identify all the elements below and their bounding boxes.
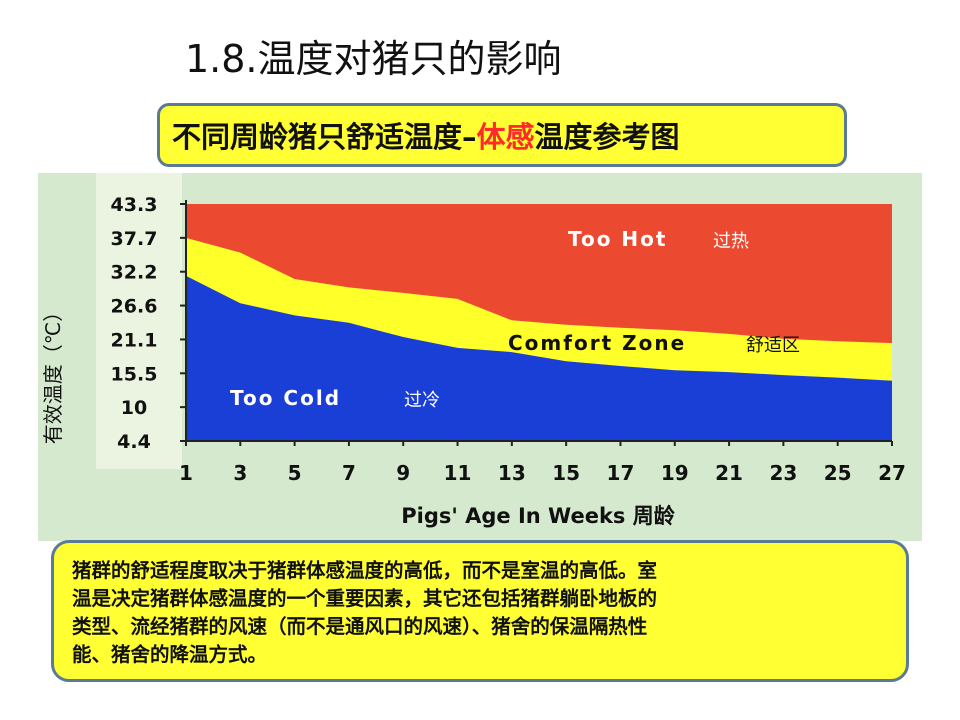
x-tick-label: 9	[396, 461, 410, 485]
chart-subtitle-box: 不同周龄猪只舒适温度–体感温度参考图	[157, 103, 847, 167]
y-tick-label: 43.3	[111, 194, 158, 216]
y-axis-strip	[96, 173, 182, 469]
x-tick-label: 3	[233, 461, 247, 485]
x-tick-label: 17	[607, 461, 635, 485]
x-tick-label: 19	[661, 461, 689, 485]
zone-label-en: Comfort Zone	[508, 331, 686, 355]
zone-label-zh: 过热	[713, 231, 749, 252]
zone-label-en: Too Hot	[568, 227, 667, 251]
x-tick-label: 5	[288, 461, 302, 485]
y-tick-label: 4.4	[117, 431, 151, 453]
area-too-cold	[186, 275, 892, 441]
chart-subtitle: 不同周龄猪只舒适温度–体感温度参考图	[172, 114, 680, 156]
note-line: 能、猪舍的降温方式。	[72, 643, 268, 666]
subtitle-part1: 不同周龄猪只舒适温度–	[172, 120, 477, 154]
zone-label-zh: 过冷	[404, 390, 440, 411]
note-line: 温是决定猪群体感温度的一个重要因素，其它还包括猪群躺卧地板的	[72, 587, 658, 610]
y-tick-label: 21.1	[111, 329, 158, 351]
x-tick-label: 15	[552, 461, 580, 485]
x-tick-label: 25	[824, 461, 852, 485]
note-line: 猪群的舒适程度取决于猪群体感温度的高低，而不是室温的高低。室	[72, 559, 658, 582]
y-tick-label: 32.2	[111, 262, 158, 284]
x-tick-label: 11	[444, 461, 472, 485]
subtitle-accent: 体感	[476, 120, 535, 154]
x-axis-label: Pigs' Age In Weeks 周龄	[401, 504, 675, 528]
subtitle-part2: 温度参考图	[534, 120, 680, 154]
x-tick-label: 21	[715, 461, 743, 485]
note-line: 类型、流经猪群的风速（而不是通风口的风速）、猪舍的保温隔热性	[72, 615, 648, 638]
chart-panel: 43.3 37.7 32.2 26.6 21.1 15.5 10 4.4 1 3 5 7 9 11 13 15…	[38, 173, 922, 541]
explanation-note: 猪群的舒适程度取决于猪群体感温度的高低，而不是室温的高低。室 温是决定猪群体感温…	[51, 540, 909, 682]
y-tick-label: 26.6	[111, 296, 158, 318]
slide-title: 1.8.温度对猪只的影响	[185, 37, 562, 81]
y-tick-label: 10	[121, 397, 147, 419]
x-tick-label: 7	[342, 461, 356, 485]
y-axis-label: 有效温度（℃）	[41, 302, 65, 444]
x-tick-label: 27	[878, 461, 906, 485]
zone-label-zh: 舒适区	[746, 335, 800, 356]
x-tick-label: 13	[498, 461, 526, 485]
y-tick-label: 37.7	[111, 228, 158, 250]
zone-label-en: Too Cold	[230, 386, 341, 410]
x-tick-label: 1	[179, 461, 193, 485]
y-tick-label: 15.5	[111, 363, 158, 385]
x-tick-label: 23	[769, 461, 797, 485]
